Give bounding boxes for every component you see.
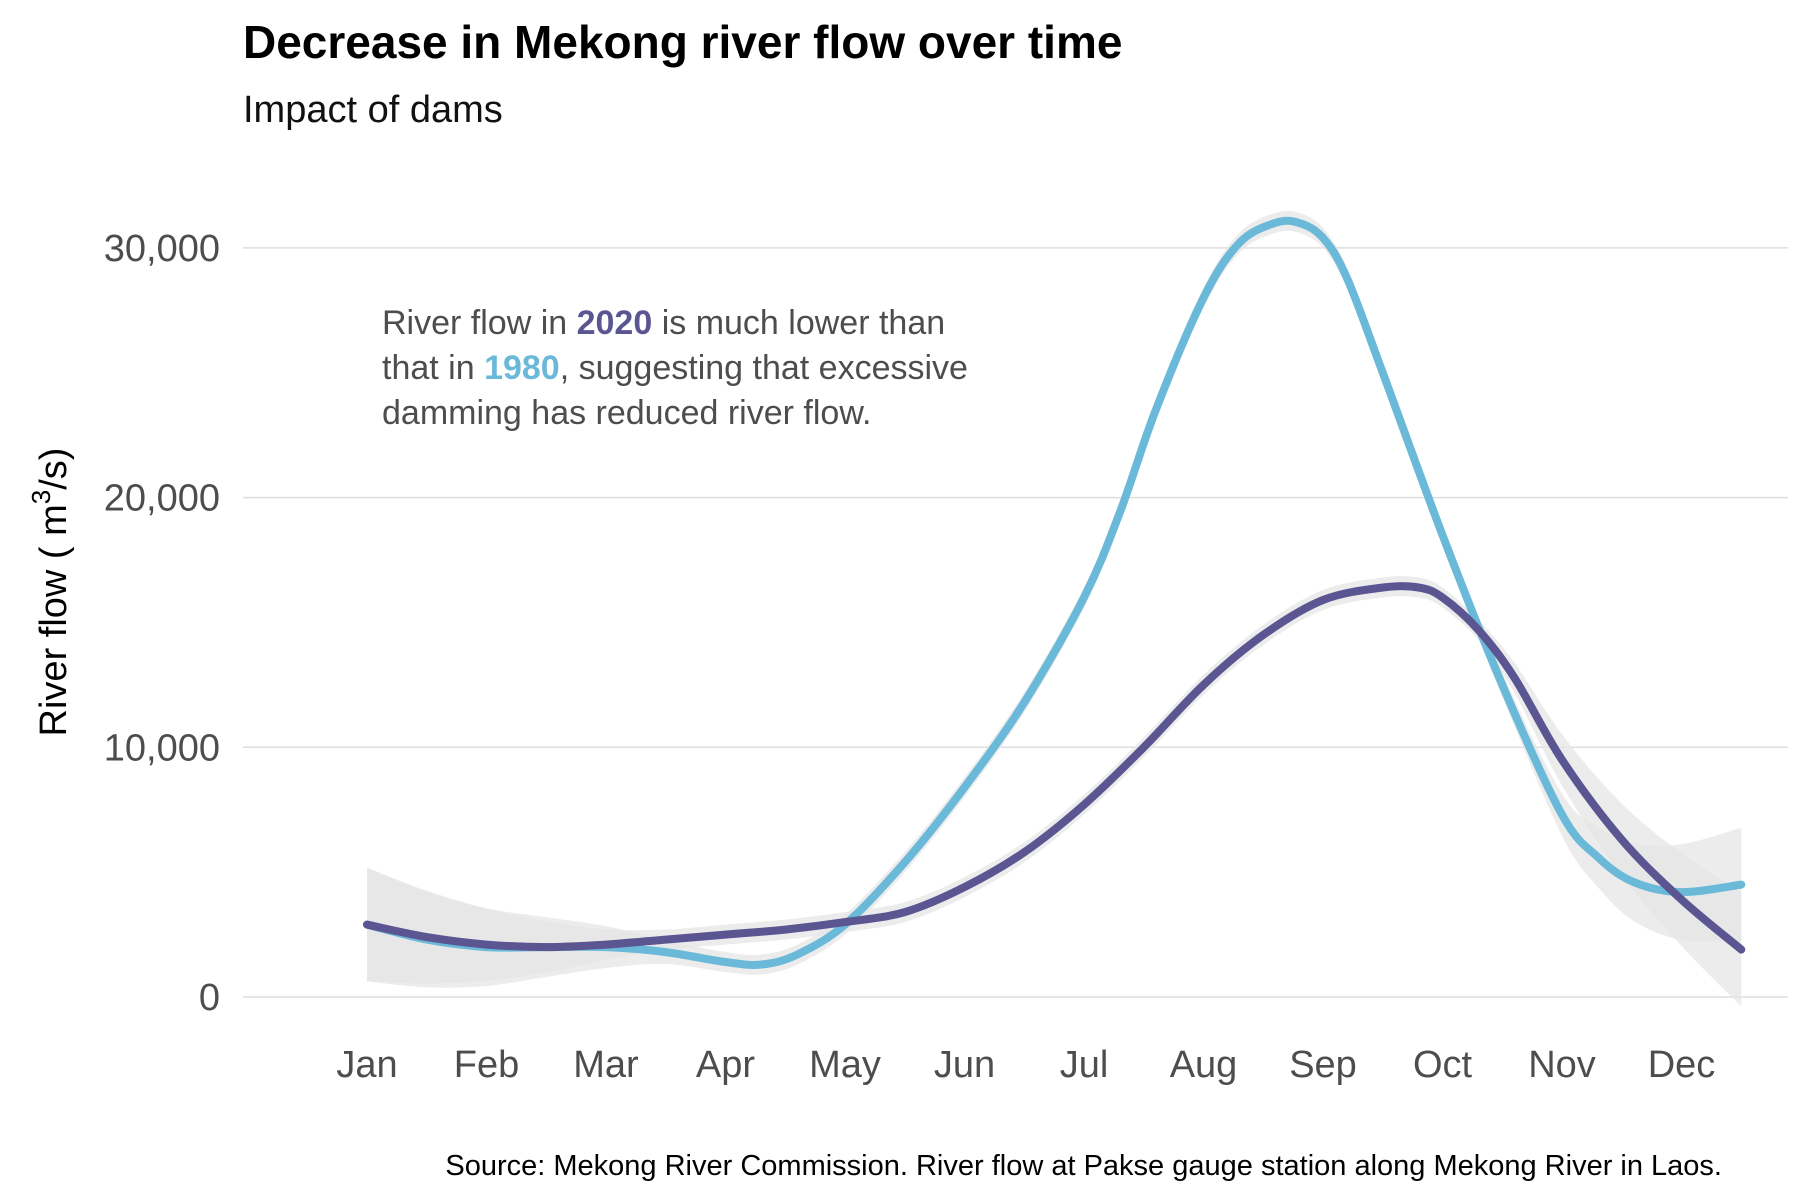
annotation: River flow in 2020 is much lower than th…	[382, 304, 968, 432]
y-axis-title-suffix: /s)	[33, 448, 75, 490]
x-tick-label: Feb	[454, 1044, 519, 1086]
x-tick-label: Jun	[934, 1044, 995, 1086]
x-tick-label: Aug	[1170, 1044, 1238, 1086]
y-axis-ticks: 0 10,000 20,000 30,000	[104, 228, 220, 1019]
y-tick-label: 10,000	[104, 727, 220, 769]
x-tick-label: Sep	[1289, 1044, 1357, 1086]
x-tick-label: Oct	[1413, 1044, 1473, 1086]
series-line-2020	[363, 582, 1746, 954]
y-axis-title-prefix: River flow ( m	[33, 504, 75, 736]
annotation-text: is much lower than	[652, 304, 945, 342]
annotation-line-1: River flow in 2020 is much lower than	[382, 304, 945, 342]
x-tick-label: May	[809, 1044, 881, 1086]
series-line-1980	[363, 216, 1746, 969]
x-axis-ticks: Jan Feb Mar Apr May Jun Jul Aug Sep Oct Nov Dec	[336, 1044, 1715, 1086]
x-tick-label: Dec	[1648, 1044, 1716, 1086]
annotation-line-3: damming has reduced river flow.	[382, 394, 871, 432]
x-tick-label: Jan	[336, 1044, 397, 1086]
x-tick-label: Apr	[696, 1044, 755, 1086]
annotation-text: , suggesting that excessive	[560, 349, 968, 387]
annotation-2020: 2020	[577, 304, 653, 342]
series-lines	[363, 216, 1746, 969]
chart-subtitle: Impact of dams	[243, 89, 503, 131]
ribbon-2020	[367, 576, 1742, 1007]
x-tick-label: Jul	[1060, 1044, 1109, 1086]
source-caption: Source: Mekong River Commission. River f…	[445, 1150, 1722, 1182]
y-tick-label: 0	[199, 977, 220, 1019]
y-tick-label: 30,000	[104, 228, 220, 270]
x-tick-label: Mar	[573, 1044, 639, 1086]
x-tick-label: Nov	[1528, 1044, 1596, 1086]
annotation-1980: 1980	[484, 349, 560, 387]
y-tick-label: 20,000	[104, 478, 220, 520]
chart-title: Decrease in Mekong river flow over time	[243, 16, 1122, 68]
annotation-text: that in	[382, 349, 484, 387]
annotation-line-2: that in 1980, suggesting that excessive	[382, 349, 968, 387]
y-axis-title: River flow ( m3/s)	[26, 448, 75, 737]
y-axis-title-sup: 3	[26, 490, 56, 504]
annotation-text: River flow in	[382, 304, 577, 342]
